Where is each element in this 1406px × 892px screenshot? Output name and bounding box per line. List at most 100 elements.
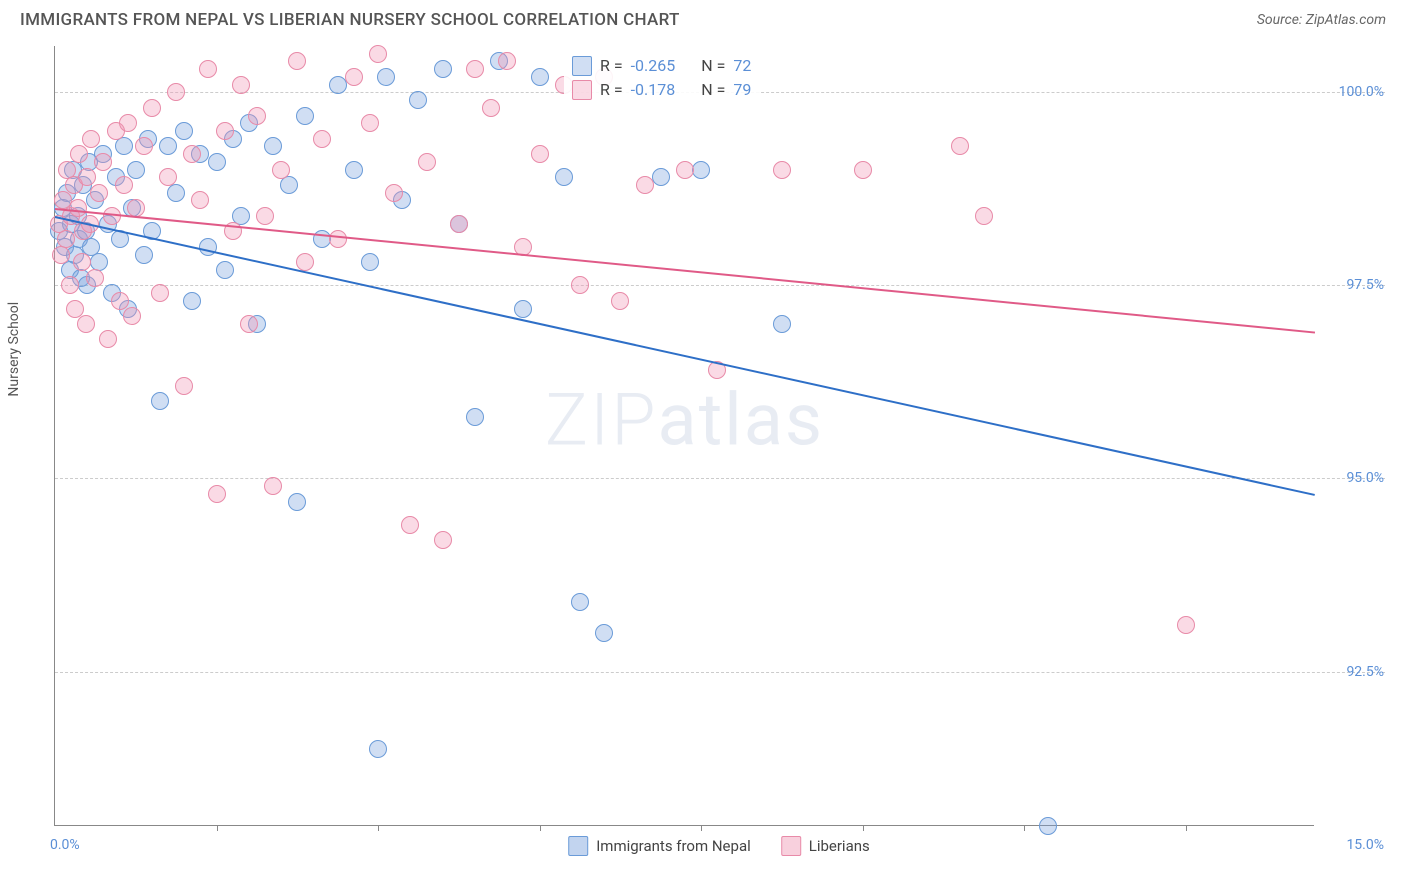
scatter-point: [288, 52, 306, 70]
scatter-point: [555, 168, 573, 186]
scatter-point: [167, 83, 185, 101]
scatter-point: [345, 68, 363, 86]
scatter-point: [99, 330, 117, 348]
y-tick-label: 100.0%: [1339, 84, 1384, 100]
scatter-point: [115, 176, 133, 194]
legend-bottom: Immigrants from NepalLiberians: [568, 836, 870, 856]
scatter-point: [52, 246, 70, 264]
scatter-point: [434, 60, 452, 78]
scatter-point: [183, 145, 201, 163]
scatter-point: [61, 276, 79, 294]
scatter-point: [377, 68, 395, 86]
scatter-point: [73, 253, 91, 271]
scatter-point: [611, 292, 629, 310]
legend-swatch: [781, 836, 801, 856]
r-value-liberians: -0.178: [631, 78, 676, 102]
x-tick: [217, 825, 218, 831]
scatter-point: [418, 153, 436, 171]
n-label: N =: [701, 54, 725, 78]
scatter-point: [135, 246, 153, 264]
legend-label: Liberians: [809, 837, 870, 855]
legend-stats-row-1: R = -0.265 N = 72: [572, 54, 751, 78]
scatter-point: [466, 60, 484, 78]
gridline-h: [55, 672, 1385, 673]
scatter-point: [409, 91, 427, 109]
scatter-point: [652, 168, 670, 186]
scatter-point: [123, 307, 141, 325]
scatter-point: [135, 137, 153, 155]
scatter-point: [288, 493, 306, 511]
scatter-point: [361, 114, 379, 132]
scatter-point: [296, 253, 314, 271]
legend-swatch-liberians: [572, 80, 592, 100]
scatter-point: [571, 276, 589, 294]
scatter-point: [369, 740, 387, 758]
y-tick-label: 97.5%: [1346, 277, 1384, 293]
legend-bottom-item: Liberians: [781, 836, 870, 856]
scatter-point: [361, 253, 379, 271]
r-label: R =: [600, 54, 623, 78]
scatter-point: [773, 161, 791, 179]
scatter-point: [151, 284, 169, 302]
scatter-point: [854, 161, 872, 179]
scatter-point: [531, 145, 549, 163]
n-value-nepal: 72: [733, 54, 751, 78]
scatter-point: [151, 392, 169, 410]
scatter-point: [232, 76, 250, 94]
r-value-nepal: -0.265: [631, 54, 676, 78]
scatter-point: [676, 161, 694, 179]
scatter-point: [313, 130, 331, 148]
scatter-point: [951, 137, 969, 155]
y-tick-label: 95.0%: [1346, 470, 1384, 486]
chart-title: IMMIGRANTS FROM NEPAL VS LIBERIAN NURSER…: [20, 10, 680, 30]
chart-container: ZIPatlas 92.5%95.0%97.5%100.0%0.0%15.0% …: [54, 46, 1384, 826]
scatter-point: [167, 184, 185, 202]
scatter-point: [369, 45, 387, 63]
scatter-point: [208, 485, 226, 503]
scatter-point: [280, 176, 298, 194]
x-tick: [701, 825, 702, 831]
scatter-point: [329, 230, 347, 248]
x-axis-start-label: 0.0%: [50, 837, 80, 853]
scatter-point: [82, 130, 100, 148]
legend-stats-row-2: R = -0.178 N = 79: [572, 78, 751, 102]
scatter-point: [208, 153, 226, 171]
scatter-point: [191, 191, 209, 209]
x-tick: [378, 825, 379, 831]
scatter-point: [111, 292, 129, 310]
chart-header: IMMIGRANTS FROM NEPAL VS LIBERIAN NURSER…: [0, 0, 1406, 38]
scatter-point: [264, 477, 282, 495]
scatter-point: [115, 137, 133, 155]
scatter-point: [248, 107, 266, 125]
scatter-point: [692, 161, 710, 179]
legend-swatch-nepal: [572, 56, 592, 76]
scatter-point: [256, 207, 274, 225]
scatter-point: [240, 315, 258, 333]
scatter-point: [975, 207, 993, 225]
r-label: R =: [600, 78, 623, 102]
scatter-point: [514, 300, 532, 318]
scatter-point: [94, 153, 112, 171]
n-value-liberians: 79: [733, 78, 751, 102]
scatter-point: [345, 161, 363, 179]
scatter-point: [571, 593, 589, 611]
gridline-h: [55, 478, 1385, 479]
scatter-point: [216, 261, 234, 279]
scatter-point: [175, 122, 193, 140]
scatter-point: [216, 122, 234, 140]
scatter-point: [450, 215, 468, 233]
scatter-point: [127, 161, 145, 179]
n-label: N =: [701, 78, 725, 102]
scatter-point: [296, 107, 314, 125]
source-label: Source: ZipAtlas.com: [1257, 12, 1386, 28]
scatter-point: [264, 137, 282, 155]
scatter-point: [143, 99, 161, 117]
scatter-point: [498, 52, 516, 70]
scatter-point: [175, 377, 193, 395]
scatter-point: [90, 184, 108, 202]
scatter-point: [466, 408, 484, 426]
x-tick: [540, 825, 541, 831]
scatter-point: [78, 168, 96, 186]
plot-area: ZIPatlas 92.5%95.0%97.5%100.0%0.0%15.0%: [54, 46, 1314, 826]
scatter-point: [434, 531, 452, 549]
